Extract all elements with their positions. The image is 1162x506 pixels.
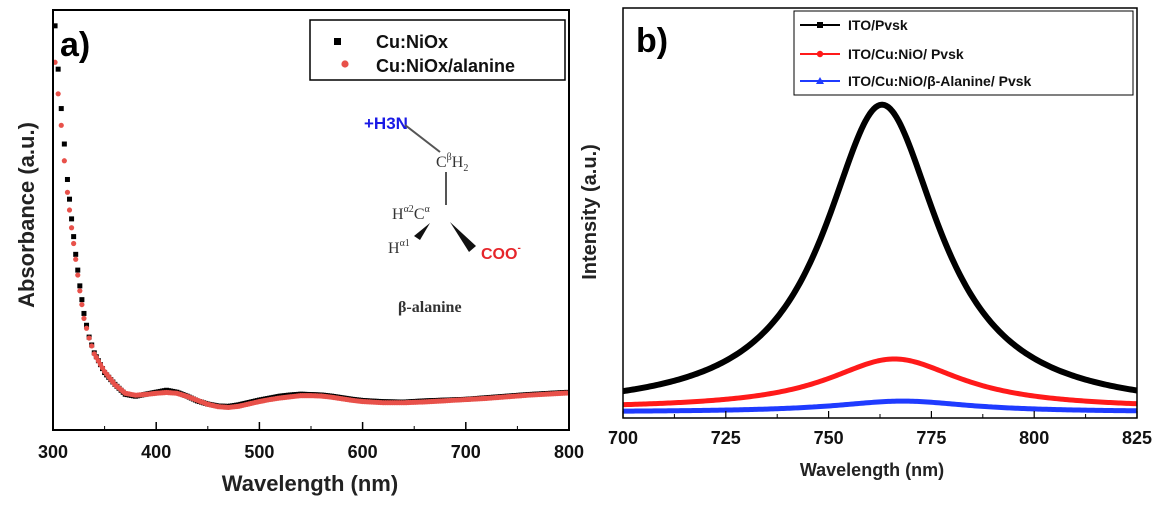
data-point-cunio-alanine <box>55 91 61 97</box>
panel-a-xlabel: Wavelength (nm) <box>222 471 398 496</box>
carboxylate-group: COO- <box>481 243 521 263</box>
panel-a-label: a) <box>60 26 90 64</box>
series-line-ito-cunio-alanine-pvsk <box>622 398 1138 414</box>
panel-b-plot-area <box>622 101 1138 414</box>
legend-label-cunio-alanine: Cu:NiOx/alanine <box>376 56 515 76</box>
data-point-cunio <box>69 216 75 222</box>
panel-a-tick-label: 700 <box>451 442 481 462</box>
beta-alanine-structure: +H3N CβH2 Hα2Cα Hα1 COO- β-alanine <box>364 114 521 316</box>
data-point-cunio <box>73 251 79 257</box>
data-point-cunio-alanine <box>83 325 90 331</box>
series-line-ito-cunio-pvsk <box>622 356 1138 408</box>
panel-a-plot-area <box>52 23 570 411</box>
panel-b-tick-label: 800 <box>1019 428 1049 448</box>
legend-label-ito-cunio-pvsk: ITO/Cu:NiO/ Pvsk <box>848 46 964 62</box>
panel-a-tick-label: 400 <box>141 442 171 462</box>
panel-a-ylabel: Absorbance (a.u.) <box>14 122 39 308</box>
data-point-cunio-alanine <box>64 189 71 195</box>
molecule-name: β-alanine <box>398 299 462 316</box>
panel-a-legend-box <box>309 19 566 81</box>
data-point-cunio-alanine <box>79 301 85 308</box>
data-point-cunio-alanine <box>68 225 75 231</box>
amine-group: +H3N <box>364 114 408 133</box>
legend-label-ito-cunio-alanine-pvsk: ITO/Cu:NiO/β-Alanine/ Pvsk <box>848 73 1032 89</box>
carbon-alpha: Hα2Cα <box>392 204 430 223</box>
data-point-cunio-alanine <box>86 335 92 341</box>
wedge-h-alpha1 <box>414 223 430 240</box>
panel-a-legend: Cu:NiOx Cu:NiOx/alanine <box>309 19 566 81</box>
data-point-cunio <box>64 176 70 182</box>
legend-marker-ito-cunio-alanine-pvsk <box>816 77 824 84</box>
panel-b-legend-box <box>793 10 1134 96</box>
panel-b-tick-label: 725 <box>711 428 741 448</box>
legend-label-cunio: Cu:NiOx <box>376 32 448 52</box>
data-point-cunio <box>55 66 61 72</box>
legend-marker-cunio <box>334 38 341 45</box>
panel-a-tick-label: 500 <box>244 442 274 462</box>
wedge-coo <box>450 222 476 252</box>
data-point-cunio <box>58 106 64 112</box>
carbon-beta: CβH2 <box>436 152 468 174</box>
panel-a-tick-label: 300 <box>38 442 68 462</box>
panel-b-x-ticks: 700 725 750 775 800 825 <box>608 411 1152 448</box>
panel-b-tick-label: 775 <box>916 428 946 448</box>
data-point-cunio-alanine <box>81 315 87 321</box>
data-point-cunio <box>61 141 67 147</box>
legend-marker-ito-cunio-pvsk <box>816 50 824 58</box>
data-point-cunio-alanine <box>61 158 67 164</box>
data-point-cunio <box>67 196 73 202</box>
data-point-cunio-alanine <box>89 343 95 349</box>
panel-b-tick-label: 750 <box>814 428 844 448</box>
bond-n-cb <box>404 124 441 153</box>
data-point-cunio <box>84 322 90 328</box>
panel-a-tick-label: 800 <box>554 442 584 462</box>
data-point-cunio-alanine <box>71 240 77 247</box>
series-line-ito-pvsk <box>622 101 1138 395</box>
panel-a-x-ticks: 300 400 500 600 700 800 <box>38 422 584 462</box>
panel-b-legend: ITO/Pvsk ITO/Cu:NiO/ Pvsk ITO/Cu:NiO/β-A… <box>793 10 1134 96</box>
panel-a-tick-label: 600 <box>348 442 378 462</box>
panel-b-xlabel: Wavelength (nm) <box>800 460 944 480</box>
data-point-cunio <box>81 310 87 316</box>
data-point-cunio <box>79 297 85 303</box>
data-point-cunio <box>71 234 77 240</box>
data-point-cunio <box>52 23 58 29</box>
panel-b-ylabel: Intensity (a.u.) <box>579 144 601 280</box>
data-point-cunio <box>75 267 81 273</box>
panel-b-tick-label: 825 <box>1122 428 1152 448</box>
legend-label-ito-pvsk: ITO/Pvsk <box>848 17 908 33</box>
hydrogen-alpha1: Hα1 <box>388 238 410 257</box>
data-point-cunio-alanine <box>73 256 79 262</box>
data-point-cunio-alanine <box>58 122 64 128</box>
data-point-cunio-alanine <box>75 272 81 278</box>
data-point-cunio <box>77 283 83 289</box>
panel-b-label: b) <box>636 22 668 60</box>
legend-marker-ito-pvsk <box>817 22 823 28</box>
data-point-cunio-alanine <box>77 288 83 294</box>
panel-b-tick-label: 700 <box>608 428 638 448</box>
legend-marker-cunio-alanine <box>341 60 349 68</box>
data-point-cunio-alanine <box>66 207 73 213</box>
panel-b: Intensity (a.u.) Wavelength (nm) 700 725 7… <box>579 7 1152 480</box>
panel-a: Absorbance (a.u.) Wavelength (nm) 300 400… <box>14 9 584 496</box>
